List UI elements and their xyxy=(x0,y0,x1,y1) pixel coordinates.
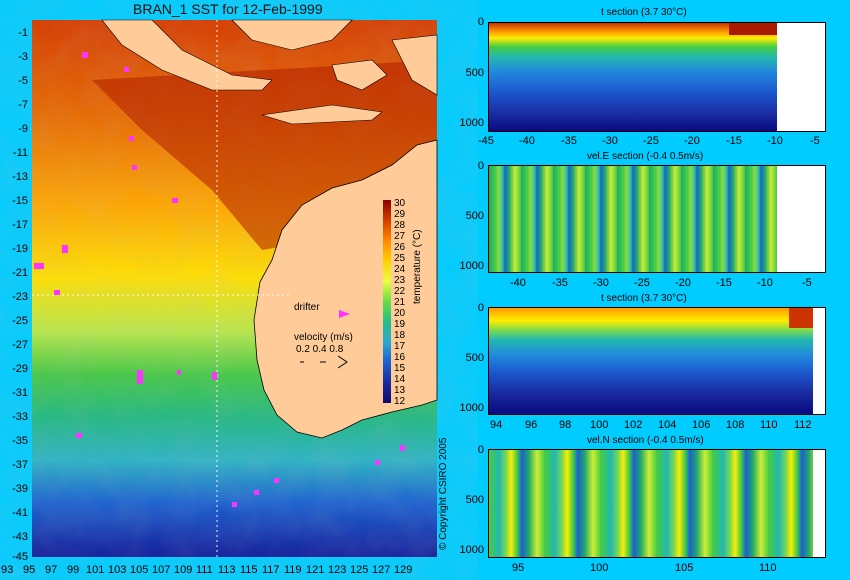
section4-plot xyxy=(488,449,826,558)
section3-plot xyxy=(488,307,826,415)
section3-y-axis: 0 500 1000 xyxy=(459,302,484,414)
section2-plot xyxy=(488,165,826,273)
colorbar xyxy=(383,200,391,403)
velocity-scale: 0.2 0.4 0.8 xyxy=(296,344,344,355)
sst-map xyxy=(32,19,438,557)
section4-x-axis: 95 100 105 110 xyxy=(512,562,777,574)
section3-title: t section (3.7 30°C) xyxy=(601,293,687,304)
colorbar-ticks: 30 29 28 27 26 25 24 23 22 21 20 19 18 1… xyxy=(394,198,406,407)
section3-x-axis: 94 96 98 100 102 104 106 108 110 112 xyxy=(490,419,812,431)
colorbar-label: temperature (°C) xyxy=(412,229,423,304)
section1-y-axis: 0 500 1000 xyxy=(459,16,484,129)
section1-title: t section (3.7 30°C) xyxy=(601,7,687,18)
section4-title: vel.N section (-0.4 0.5m/s) xyxy=(587,435,704,446)
lat-axis: -1 -3 -5 -7 -9 -11 -13 -15 -17 -19 -21 -… xyxy=(12,27,28,563)
section1-x-axis: -45 -40 -35 -30 -25 -20 -15 -10 -5 xyxy=(478,135,820,147)
copyright: © Copyright CSIRO 2005 xyxy=(438,437,449,550)
lon-axis: 93 95 97 99 101 103 105 107 109 111 113 … xyxy=(1,564,413,576)
drifter-label: drifter xyxy=(294,302,320,313)
section2-y-axis: 0 500 1000 xyxy=(459,160,484,272)
section2-title: vel.E section (-0.4 0.5m/s) xyxy=(587,151,704,162)
section2-x-axis: -40 -35 -30 -25 -20 -15 -10 -5 xyxy=(510,277,812,289)
sst-map-canvas xyxy=(32,19,438,557)
main-title: BRAN_1 SST for 12-Feb-1999 xyxy=(133,1,323,17)
section4-y-axis: 0 500 1000 xyxy=(459,444,484,556)
velocity-label: velocity (m/s) xyxy=(294,332,353,343)
section1-plot xyxy=(488,22,826,132)
